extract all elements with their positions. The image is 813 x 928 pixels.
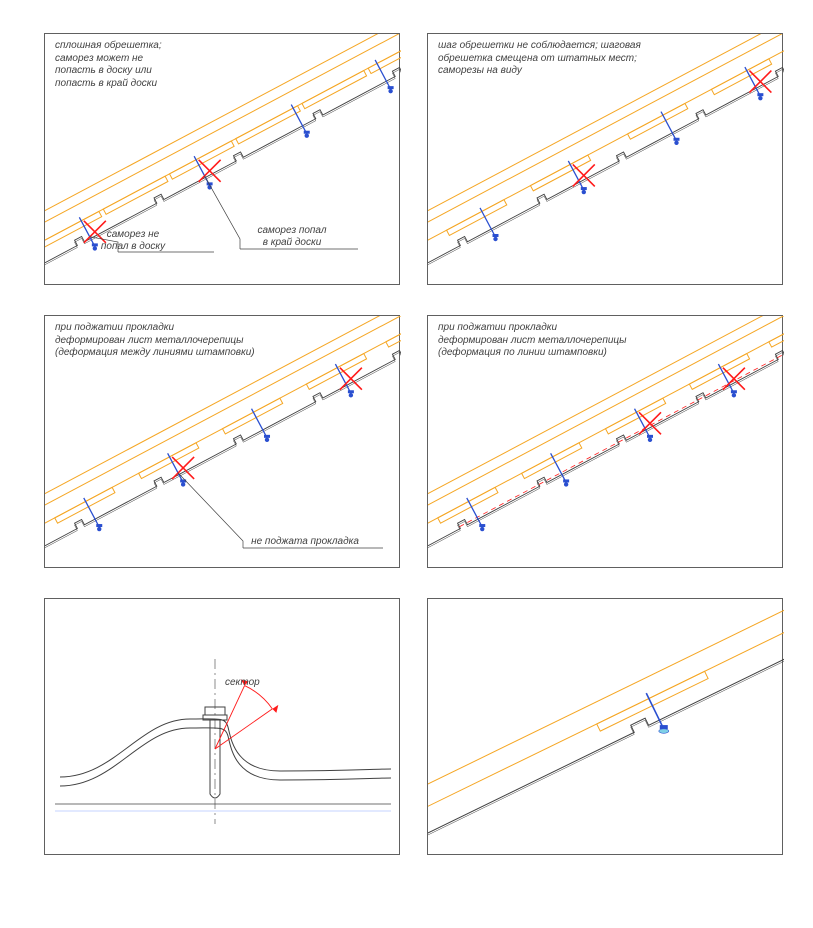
panel-4-caption: при поджатии прокладкидеформирован лист … <box>438 322 738 360</box>
panel-1: сплошная обрешетка;саморез может непопас… <box>44 33 400 285</box>
label-loose: не поджата прокладка <box>235 536 375 548</box>
panel-6 <box>427 598 783 855</box>
label-sector: сектор <box>225 677 285 689</box>
panel-5: сектор <box>44 598 400 855</box>
panel-3-caption: при поджатии прокладкидеформирован лист … <box>55 322 355 360</box>
label-edge: саморез попалв край доски <box>233 225 351 248</box>
panel-2-caption: шаг обрешетки не соблюдается; шаговаяобр… <box>438 40 738 78</box>
panel-2: шаг обрешетки не соблюдается; шаговаяобр… <box>427 33 783 285</box>
panel-3: при поджатии прокладкидеформирован лист … <box>44 315 400 568</box>
panel-1-caption: сплошная обрешетка;саморез может непопас… <box>55 40 235 90</box>
panel-4: при поджатии прокладкидеформирован лист … <box>427 315 783 568</box>
label-miss: саморез непопал в доску <box>85 229 181 252</box>
